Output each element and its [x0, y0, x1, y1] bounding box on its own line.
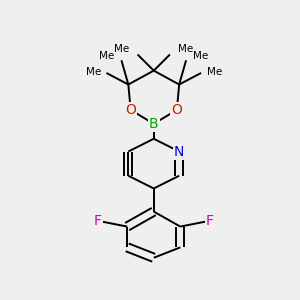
Text: O: O	[171, 103, 182, 117]
Text: B: B	[149, 117, 159, 131]
Text: Me: Me	[194, 51, 209, 61]
Text: Me: Me	[207, 68, 222, 77]
Text: O: O	[125, 103, 136, 117]
Text: Me: Me	[178, 44, 193, 54]
Text: F: F	[206, 214, 214, 228]
Text: Me: Me	[99, 51, 114, 61]
Text: N: N	[174, 145, 184, 158]
Text: F: F	[94, 214, 102, 228]
Text: Me: Me	[85, 68, 101, 77]
Text: Me: Me	[114, 44, 130, 54]
